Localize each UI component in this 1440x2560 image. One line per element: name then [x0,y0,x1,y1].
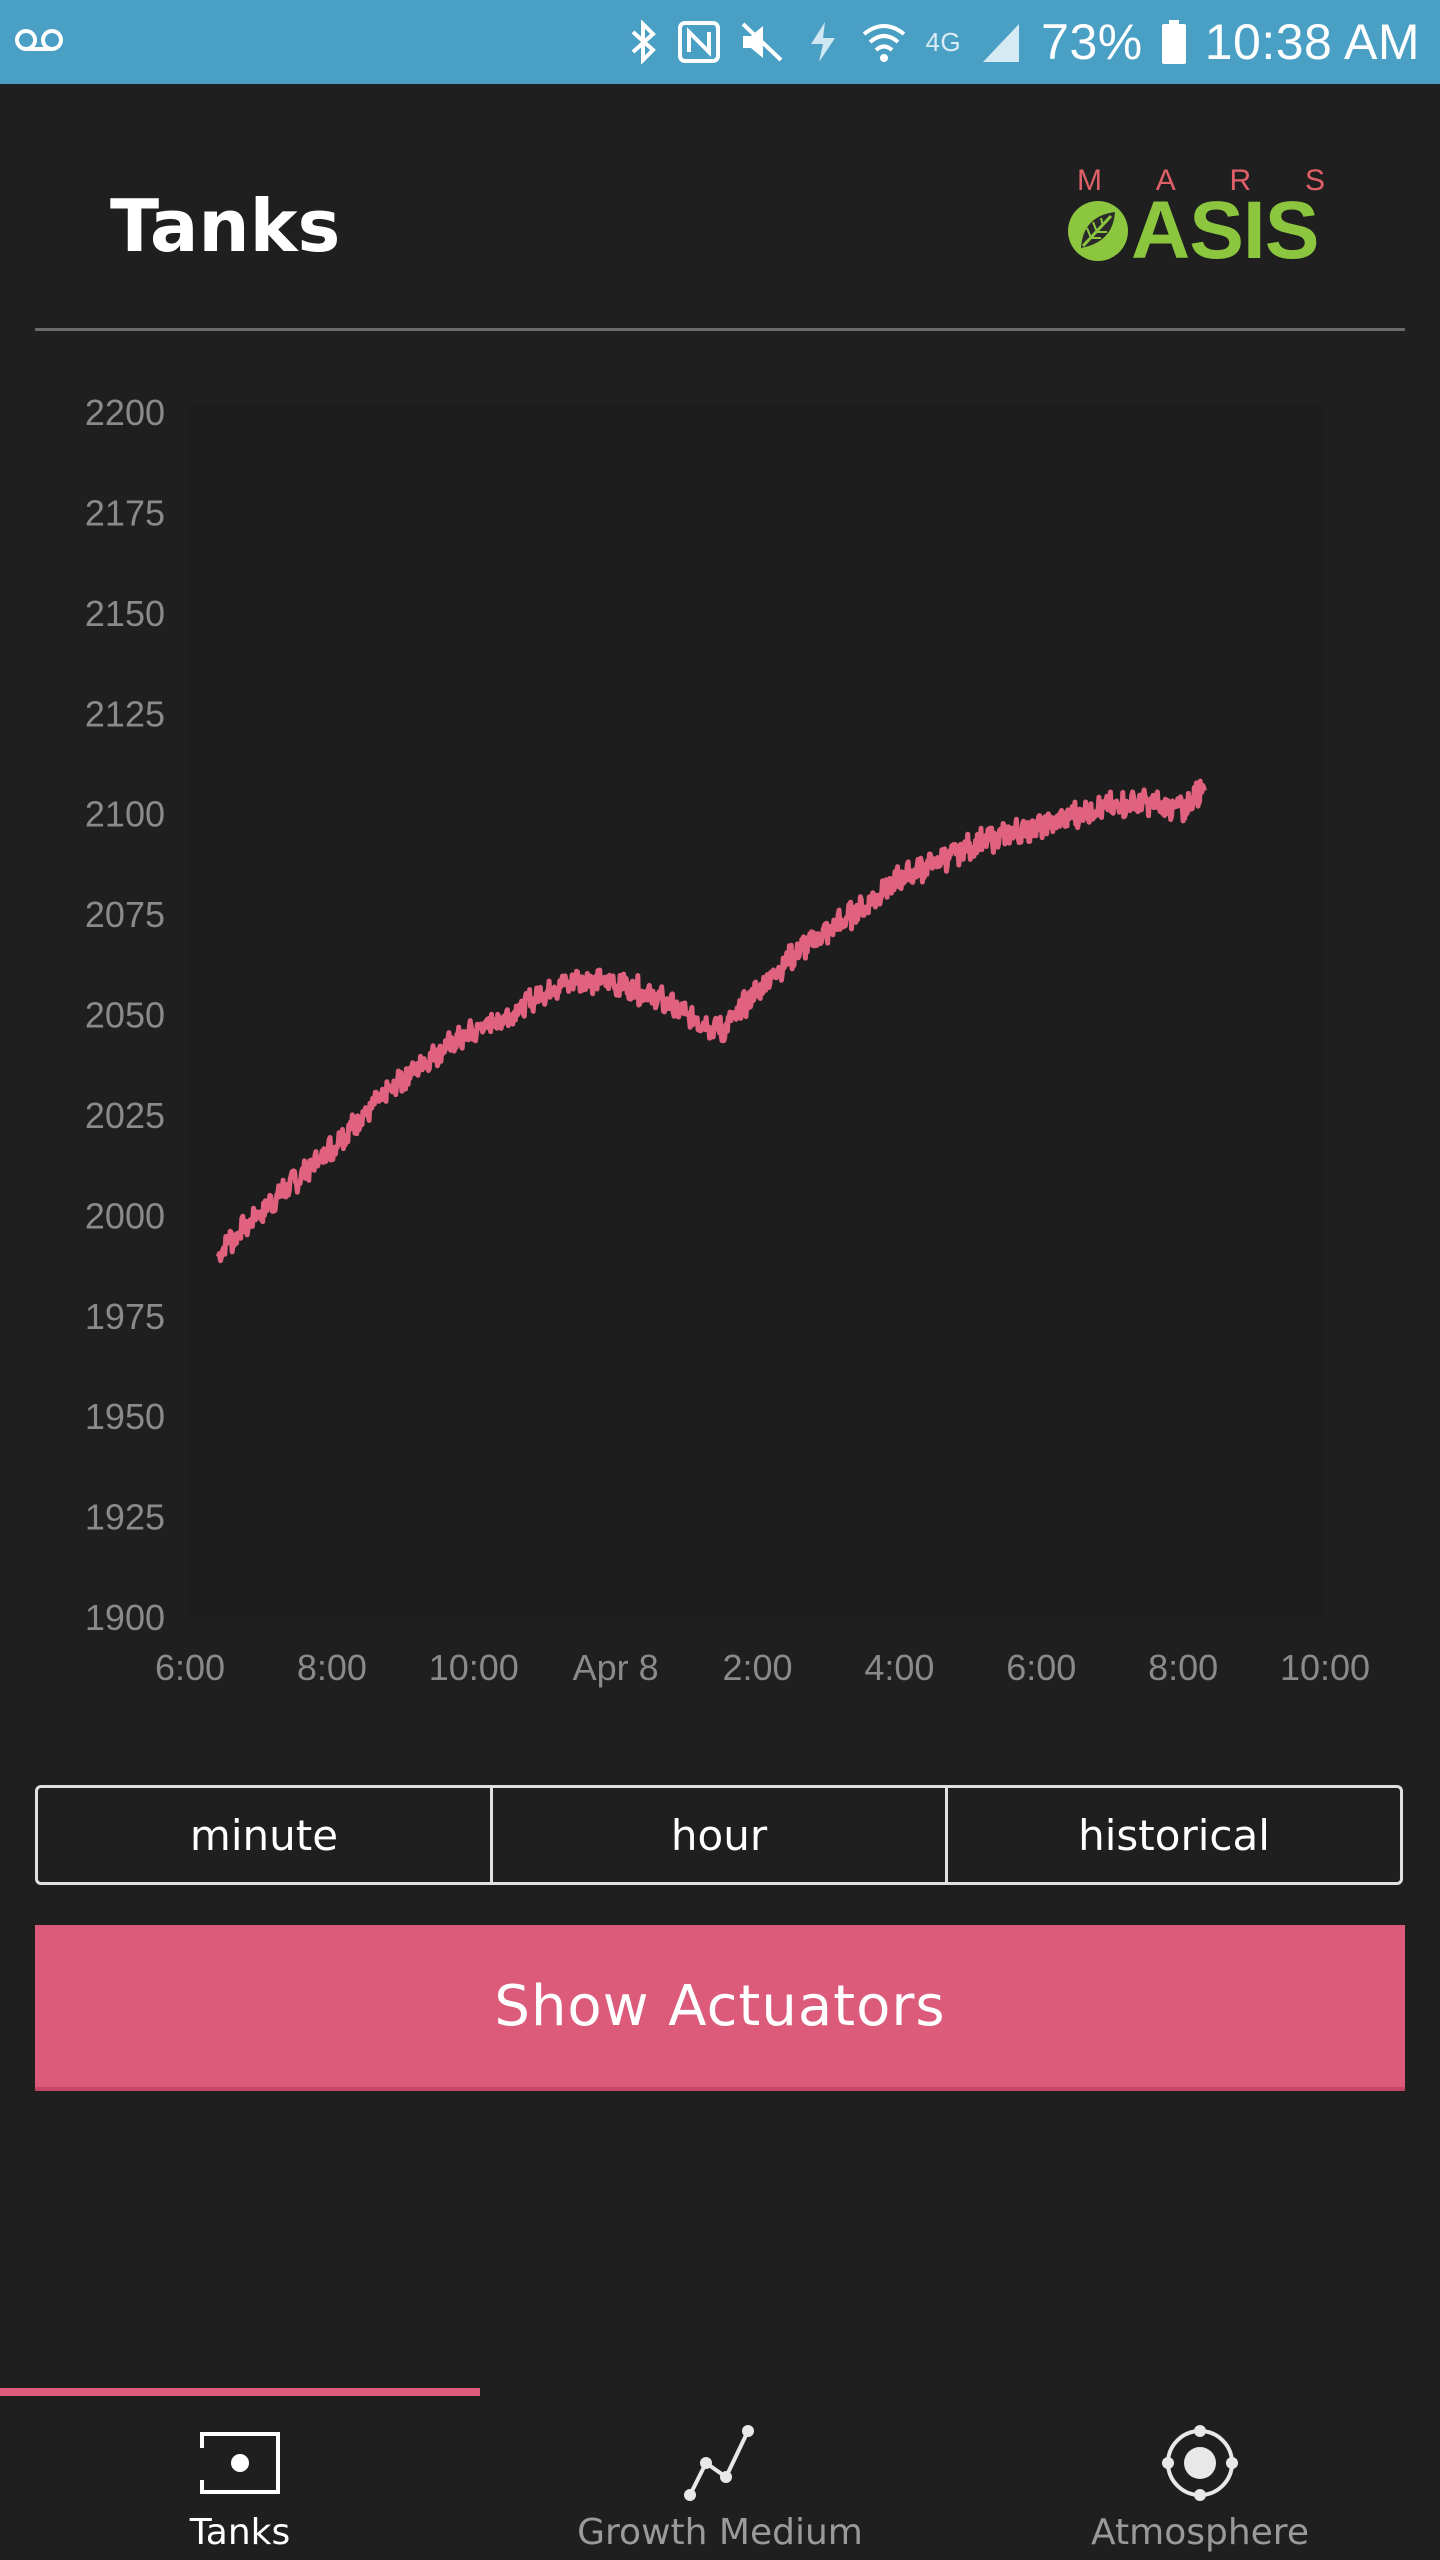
tank-icon [198,2420,282,2506]
x-tick-label: 4:00 [864,1647,934,1688]
orbit-icon [1155,2420,1245,2506]
range-minute-button[interactable]: minute [189,1810,339,1860]
show-actuators-button[interactable]: Show Actuators [35,1925,1405,2091]
range-hour-button[interactable]: hour [490,1788,945,1882]
range-historical-button[interactable]: historical [945,1788,1400,1882]
bottom-navigation: Tanks Growth Medium Atmosphere [0,2388,1440,2560]
y-tick-label: 2075 [85,894,165,935]
active-tab-indicator [0,2388,480,2396]
plot-area [190,403,1325,1618]
y-tick-label: 1975 [85,1296,165,1337]
x-tick-label: 10:00 [429,1647,519,1688]
y-tick-label: 1925 [85,1497,165,1538]
data-saver-icon [803,20,843,64]
clock: 10:38 AM [1204,14,1420,70]
y-tick-label: 1900 [85,1597,165,1638]
battery-percent: 73% [1041,14,1143,70]
time-range-selector: minute hour historical [35,1785,1403,1885]
leaf-icon [1068,201,1128,261]
mute-icon [739,20,785,64]
x-tick-label: Apr 8 [573,1647,659,1688]
nav-tab-atmosphere[interactable]: Atmosphere [960,2396,1440,2560]
bluetooth-icon [629,20,659,64]
signal-icon [979,20,1023,64]
status-bar: 4G 73% 10:38 AM [0,0,1440,84]
graph-nodes-icon [680,2420,760,2506]
nav-tab-growth-medium[interactable]: Growth Medium [480,2396,960,2560]
nav-label-growth-medium: Growth Medium [577,2512,863,2553]
voicemail-icon [14,22,64,63]
nav-label-tanks: Tanks [189,2512,291,2553]
tank-level-chart: 2200 2175 2150 2125 2100 2075 2050 2025 2000 1975… [85,392,1370,1688]
y-tick-label: 2125 [85,693,165,734]
x-tick-label: 6:00 [1006,1647,1076,1688]
x-tick-label: 10:00 [1280,1647,1370,1688]
logo-oasis-text: ASIS [1131,185,1319,276]
x-tick-label: 6:00 [155,1647,225,1688]
wifi-icon [861,20,907,64]
y-tick-label: 1950 [85,1396,165,1437]
nav-tab-tanks[interactable]: Tanks [0,2396,480,2560]
y-tick-label: 2200 [85,392,165,433]
y-tick-label: 2000 [85,1195,165,1236]
page-title: Tanks [110,184,341,268]
tank-level-series-line [216,778,1207,1264]
header-divider [35,328,1405,331]
y-tick-label: 2025 [85,1095,165,1136]
x-tick-label: 8:00 [1148,1647,1218,1688]
nav-label-atmosphere: Atmosphere [1091,2512,1309,2553]
x-tick-label: 8:00 [297,1647,367,1688]
y-tick-label: 2050 [85,995,165,1036]
x-tick-label: 2:00 [722,1647,792,1688]
battery-icon [1161,19,1187,65]
y-tick-label: 2175 [85,492,165,533]
y-tick-label: 2150 [85,593,165,634]
y-tick-label: 2100 [85,794,165,835]
nfc-icon [677,20,721,64]
network-type: 4G [925,26,962,57]
